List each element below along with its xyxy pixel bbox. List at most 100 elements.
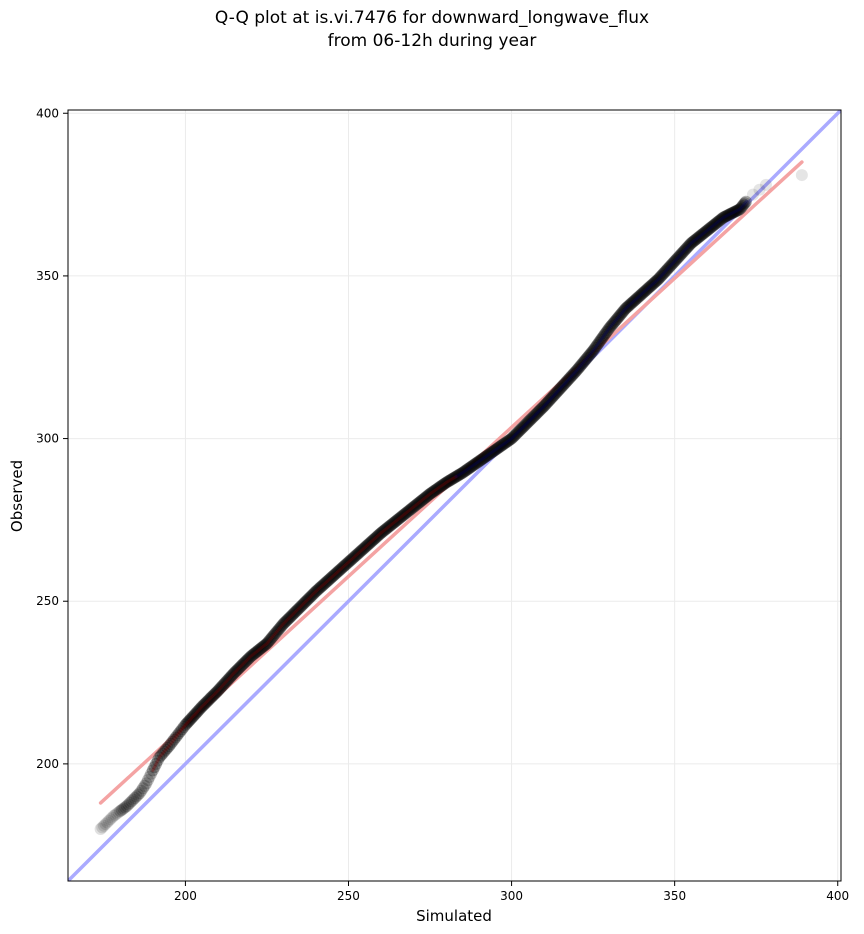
data-point: [215, 680, 228, 693]
data-point: [689, 233, 702, 246]
data-point: [559, 376, 572, 389]
data-point: [726, 207, 739, 220]
data-point: [496, 438, 509, 451]
data-point: [668, 255, 681, 268]
data-point: [140, 777, 153, 790]
data-point: [489, 443, 502, 456]
data-point: [454, 467, 467, 480]
data-point: [534, 403, 547, 416]
data-point: [168, 733, 181, 746]
data-point: [497, 437, 510, 450]
data-point: [287, 607, 300, 620]
data-point: [710, 217, 723, 230]
data-point: [372, 529, 385, 542]
data-point: [352, 546, 365, 559]
data-point: [181, 716, 194, 729]
data-point: [444, 474, 457, 487]
data-point: [645, 279, 658, 292]
data-point: [468, 458, 481, 471]
data-point: [225, 670, 238, 683]
data-point: [576, 357, 589, 370]
data-point: [383, 520, 396, 533]
data-point: [438, 477, 451, 490]
data-point: [671, 252, 684, 265]
data-point: [446, 472, 459, 485]
data-point: [258, 639, 271, 652]
data-point: [473, 454, 486, 467]
data-point: [229, 665, 242, 678]
data-point: [202, 694, 215, 707]
data-point: [691, 231, 704, 244]
data-point: [303, 591, 316, 604]
data-point: [591, 338, 604, 351]
data-point: [670, 253, 683, 266]
data-point: [394, 511, 407, 524]
data-point: [485, 446, 498, 459]
data-point: [641, 282, 654, 295]
data-point: [795, 169, 808, 182]
y-tick-label: 400: [36, 106, 59, 120]
data-point: [267, 629, 280, 642]
data-point: [685, 237, 698, 250]
data-point: [720, 209, 733, 222]
data-point: [122, 798, 135, 811]
data-point: [211, 685, 224, 698]
data-point: [309, 585, 322, 598]
data-point: [291, 604, 304, 617]
data-point: [729, 205, 742, 218]
data-point: [341, 557, 354, 570]
data-point: [252, 644, 265, 657]
data-point: [388, 516, 401, 529]
data-point: [443, 474, 456, 487]
data-point: [447, 472, 460, 485]
data-point: [296, 598, 309, 611]
data-point: [526, 411, 539, 424]
data-point: [334, 563, 347, 576]
data-point: [223, 671, 236, 684]
data-point: [413, 496, 426, 509]
data-point: [614, 308, 627, 321]
data-point: [462, 462, 475, 475]
data-point: [467, 459, 480, 472]
plot-frame: [67, 109, 842, 882]
data-point: [575, 358, 588, 371]
data-point: [183, 713, 196, 726]
data-point: [510, 427, 523, 440]
data-point: [653, 272, 666, 285]
data-point: [476, 453, 489, 466]
data-point: [472, 455, 485, 468]
data-point: [177, 720, 190, 733]
x-tick-label: 350: [663, 889, 686, 903]
data-point: [535, 402, 548, 415]
data-point: [589, 341, 602, 354]
data-point: [452, 469, 465, 482]
data-point: [241, 654, 254, 667]
data-point: [459, 465, 472, 478]
data-point: [314, 581, 327, 594]
data-point: [693, 230, 706, 243]
data-point: [437, 478, 450, 491]
data-point: [188, 708, 201, 721]
data-point: [560, 375, 573, 388]
data-point: [290, 605, 303, 618]
data-point: [244, 650, 257, 663]
data-point: [133, 787, 146, 800]
data-point: [359, 540, 372, 553]
data-point: [486, 445, 499, 458]
data-point: [273, 623, 286, 636]
data-point: [148, 761, 161, 774]
data-point: [294, 600, 307, 613]
data-point: [605, 319, 618, 332]
data-point: [499, 437, 512, 450]
data-point: [94, 822, 107, 835]
data-point: [480, 449, 493, 462]
x-axis-label: Simulated: [416, 907, 492, 925]
data-point: [378, 524, 391, 537]
data-point: [460, 464, 473, 477]
data-point: [617, 304, 630, 317]
data-point: [163, 739, 176, 752]
data-point: [367, 533, 380, 546]
data-point: [558, 377, 571, 390]
data-point: [622, 300, 635, 313]
data-point: [705, 220, 718, 233]
